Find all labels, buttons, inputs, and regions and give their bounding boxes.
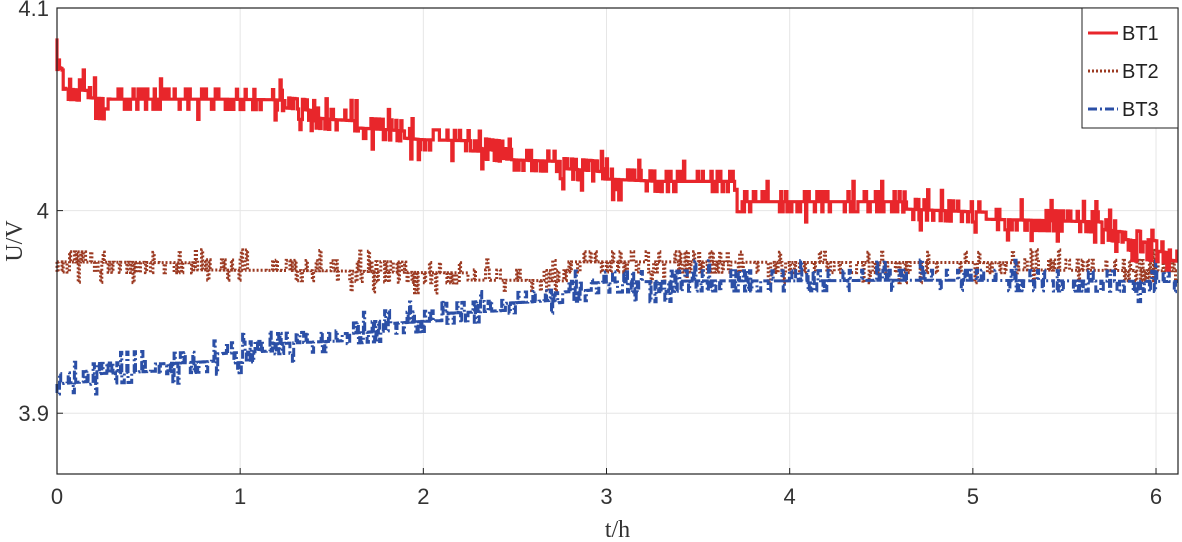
- series-line-bt1: [55, 38, 1179, 272]
- plot-area: [57, 8, 1178, 474]
- x-axis-label: t/h: [605, 517, 630, 542]
- x-axis: 0 1 2 3 4 5 6: [51, 468, 1162, 509]
- x-tick-label: 5: [967, 484, 979, 509]
- x-tick-label: 2: [417, 484, 429, 509]
- legend: BT1 BT2 BT3: [1081, 7, 1179, 129]
- x-tick-label: 1: [234, 484, 246, 509]
- series-line-bt3: [55, 258, 1178, 396]
- legend-label-bt3: BT3: [1122, 99, 1159, 121]
- legend-label-bt2: BT2: [1122, 61, 1159, 83]
- legend-box: [1081, 7, 1179, 129]
- y-axis: 3.9 4 4.1: [18, 0, 63, 426]
- series-layer: [55, 38, 1179, 396]
- x-tick-label: 3: [600, 484, 612, 509]
- y-tick-label: 4.1: [18, 0, 49, 21]
- y-tick-label: 3.9: [18, 401, 49, 426]
- legend-label-bt1: BT1: [1122, 23, 1159, 45]
- y-axis-label: U/V: [2, 220, 28, 262]
- series-line-bt2: [55, 248, 1178, 295]
- x-tick-label: 6: [1150, 484, 1162, 509]
- plot-frame: [56, 7, 1179, 475]
- x-tick-label: 0: [51, 484, 63, 509]
- y-tick-label: 4: [37, 199, 49, 224]
- x-tick-label: 4: [784, 484, 796, 509]
